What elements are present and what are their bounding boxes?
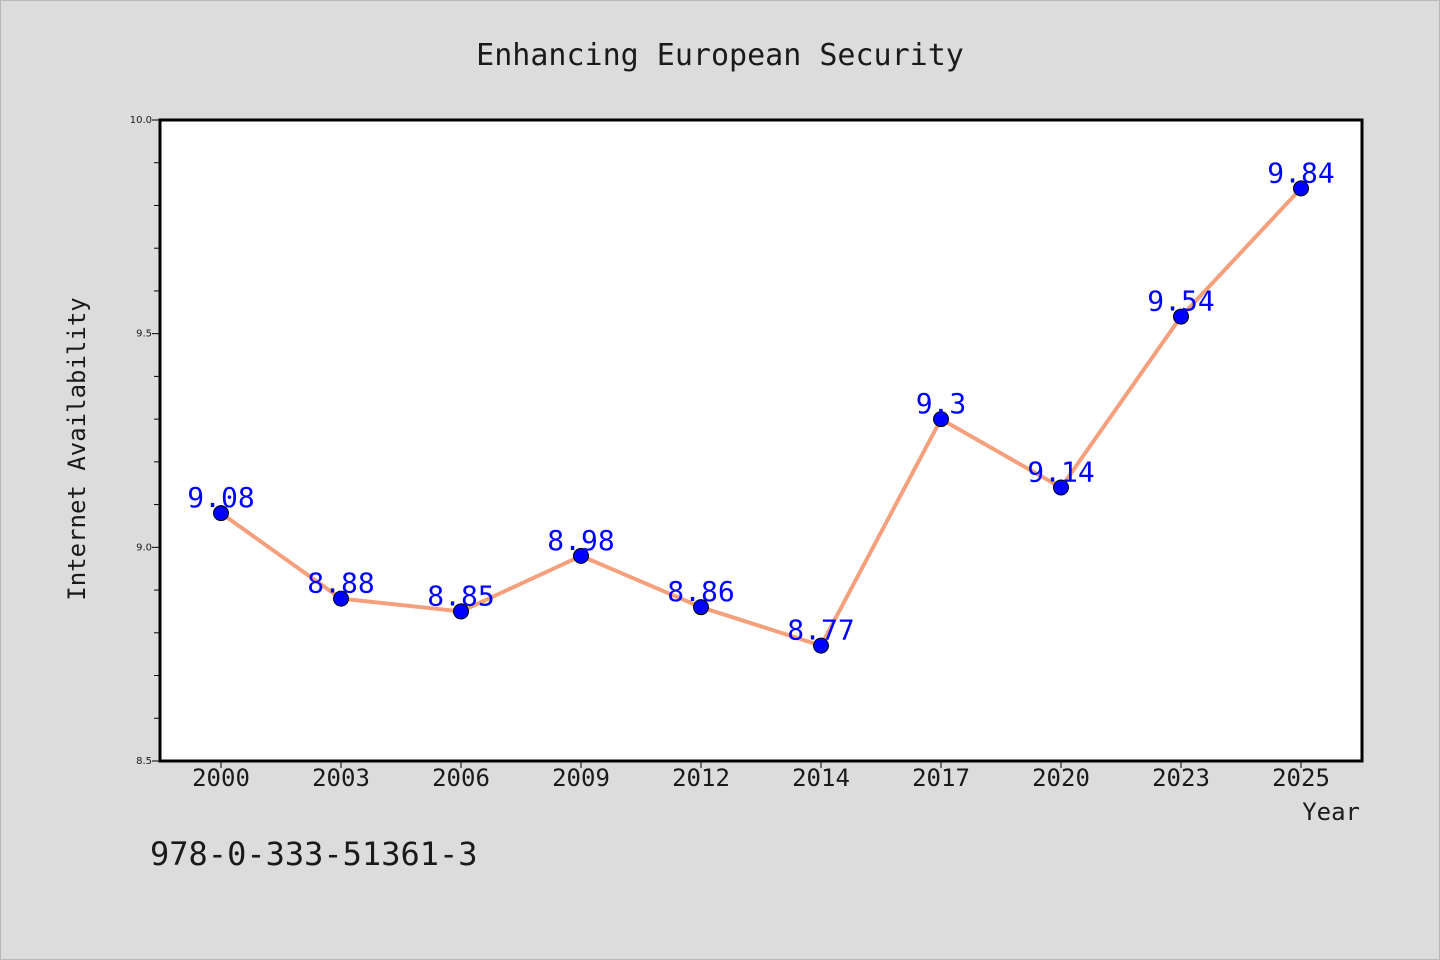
data-label: 8.86 — [667, 575, 734, 608]
y-tick-label: 9.5 — [136, 329, 152, 340]
x-tick-label: 2020 — [1032, 764, 1090, 792]
x-tick-label: 2006 — [432, 764, 490, 792]
plot-area — [158, 118, 1364, 763]
data-label: 9.84 — [1267, 156, 1334, 189]
data-label: 9.08 — [187, 481, 254, 514]
data-label: 8.77 — [787, 614, 854, 647]
data-label: 8.88 — [307, 567, 374, 600]
data-label: 9.14 — [1027, 456, 1094, 489]
series-line — [219, 186, 1303, 648]
isbn-text: 978-0-333-51361-3 — [150, 835, 478, 873]
data-point — [693, 599, 709, 616]
chart-title: Enhancing European Security — [476, 38, 964, 73]
x-tick-label: 2017 — [912, 764, 970, 792]
series-layer — [213, 180, 1309, 654]
data-label: 9.3 — [916, 387, 967, 420]
data-point — [453, 603, 469, 620]
data-point — [213, 505, 229, 522]
data-point — [1293, 180, 1309, 197]
x-tick-label: 2009 — [552, 764, 610, 792]
x-tick-label: 2025 — [1272, 764, 1330, 792]
x-tick-label: 2012 — [672, 764, 730, 792]
data-label: 9.54 — [1147, 285, 1214, 318]
x-axis-title: Year — [1302, 798, 1360, 826]
x-axis: 2000 2003 2006 2009 2012 2014 2017 2020 2023 2025 — [192, 761, 1330, 792]
data-point — [1173, 308, 1189, 325]
data-point — [813, 637, 829, 654]
y-tick-label: 9.0 — [136, 542, 152, 553]
y-axis: 8.5 9.0 9.5 10.0 — [130, 115, 160, 767]
y-tick-label: 10.0 — [130, 115, 152, 126]
x-tick-label: 2000 — [192, 764, 250, 792]
data-label: 8.98 — [547, 524, 614, 557]
data-point — [933, 411, 949, 428]
y-tick-label: 8.5 — [136, 756, 152, 767]
data-labels: 9.08 8.88 8.85 8.98 8.86 8.77 9.3 9.14 9.54 9.84 — [187, 156, 1334, 646]
data-point — [1053, 479, 1069, 496]
data-point — [333, 590, 349, 607]
x-tick-label: 2023 — [1152, 764, 1210, 792]
data-label: 8.85 — [427, 579, 494, 612]
data-point — [573, 547, 589, 564]
x-tick-label: 2014 — [792, 764, 850, 792]
y-axis-title: Internet Availability — [63, 297, 91, 600]
x-tick-label: 2003 — [312, 764, 370, 792]
